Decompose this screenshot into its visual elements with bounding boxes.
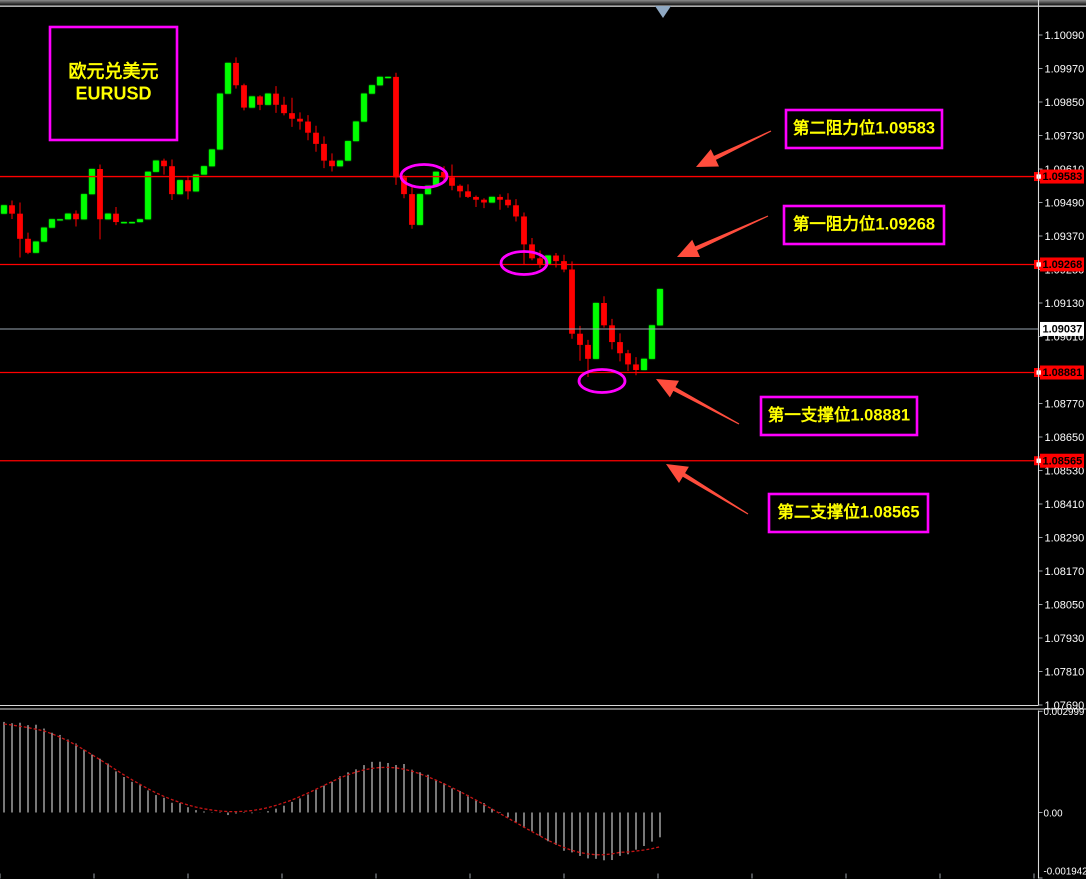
svg-text:1.08881: 1.08881 — [1043, 367, 1083, 379]
svg-text:1.09037: 1.09037 — [1043, 324, 1083, 336]
svg-text:1.10090: 1.10090 — [1045, 30, 1085, 42]
svg-text:1.08290: 1.08290 — [1045, 532, 1085, 544]
svg-text:0.002999: 0.002999 — [1044, 707, 1085, 718]
svg-text:0.00: 0.00 — [1044, 808, 1064, 819]
svg-text:1.08770: 1.08770 — [1045, 398, 1085, 410]
svg-text:-0.001942: -0.001942 — [1044, 867, 1086, 878]
svg-text:1.07810: 1.07810 — [1045, 666, 1085, 678]
svg-text:1.09850: 1.09850 — [1045, 97, 1085, 109]
svg-text:1.09730: 1.09730 — [1045, 130, 1085, 142]
svg-text:第二阻力位1.09583: 第二阻力位1.09583 — [793, 118, 935, 138]
svg-text:1.08050: 1.08050 — [1045, 599, 1085, 611]
svg-text:1.09583: 1.09583 — [1043, 171, 1083, 183]
svg-text:第一阻力位1.09268: 第一阻力位1.09268 — [793, 214, 935, 234]
svg-text:欧元兑美元: 欧元兑美元 — [69, 60, 159, 81]
svg-text:1.08170: 1.08170 — [1045, 566, 1085, 578]
svg-text:第二支撑位1.08565: 第二支撑位1.08565 — [777, 502, 919, 522]
svg-text:1.09490: 1.09490 — [1045, 197, 1085, 209]
svg-text:1.07930: 1.07930 — [1045, 633, 1085, 645]
svg-text:1.09268: 1.09268 — [1043, 259, 1083, 271]
svg-text:1.09370: 1.09370 — [1045, 231, 1085, 243]
svg-text:1.08565: 1.08565 — [1043, 455, 1083, 467]
svg-text:EURUSD: EURUSD — [75, 83, 151, 103]
svg-text:1.08650: 1.08650 — [1045, 432, 1085, 444]
svg-text:第一支撑位1.08881: 第一支撑位1.08881 — [768, 405, 910, 425]
svg-text:1.08410: 1.08410 — [1045, 499, 1085, 511]
svg-text:1.09130: 1.09130 — [1045, 298, 1085, 310]
svg-text:1.09970: 1.09970 — [1045, 63, 1085, 75]
